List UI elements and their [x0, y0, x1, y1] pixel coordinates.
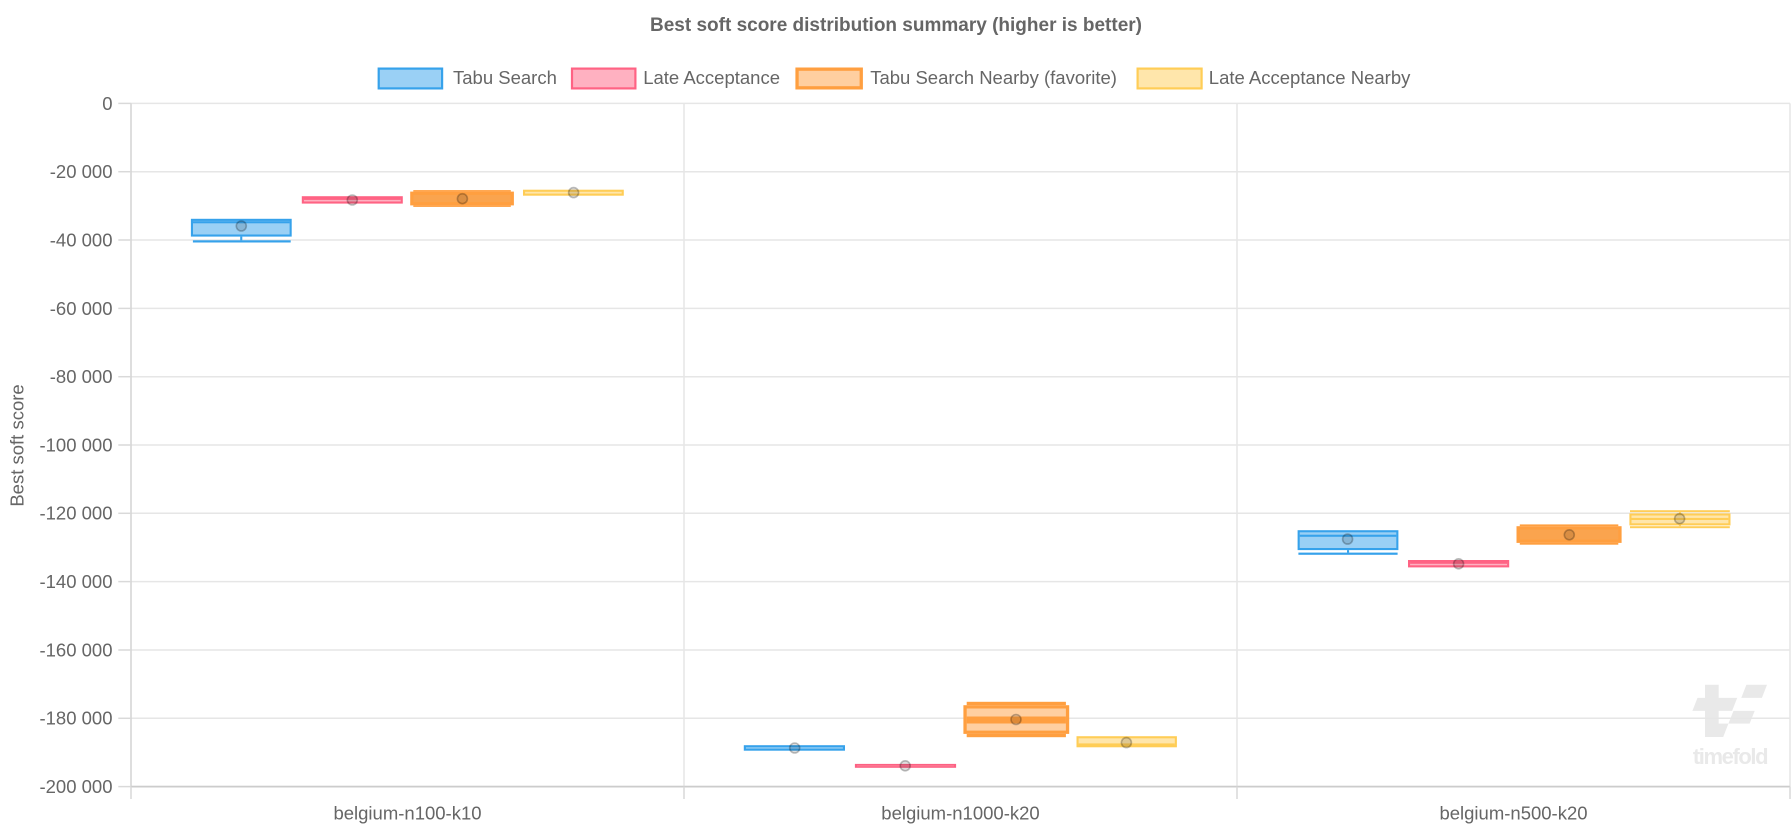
svg-text:-200 000: -200 000 — [39, 776, 112, 797]
svg-text:-80 000: -80 000 — [50, 366, 113, 387]
svg-text:-20 000: -20 000 — [50, 161, 113, 182]
svg-text:timefold: timefold — [1693, 744, 1767, 769]
svg-text:Late Acceptance: Late Acceptance — [643, 67, 780, 88]
svg-text:belgium-n1000-k20: belgium-n1000-k20 — [881, 803, 1039, 824]
svg-text:-160 000: -160 000 — [39, 639, 112, 660]
svg-text:-140 000: -140 000 — [39, 571, 112, 592]
svg-text:-100 000: -100 000 — [39, 434, 112, 455]
svg-text:Best soft score distribution s: Best soft score distribution summary (hi… — [650, 15, 1142, 36]
svg-text:-120 000: -120 000 — [39, 503, 112, 524]
svg-text:Tabu Search: Tabu Search — [453, 67, 557, 88]
svg-text:belgium-n100-k10: belgium-n100-k10 — [333, 803, 481, 824]
svg-text:-60 000: -60 000 — [50, 298, 113, 319]
svg-text:-180 000: -180 000 — [39, 708, 112, 729]
svg-text:Late Acceptance Nearby: Late Acceptance Nearby — [1209, 67, 1411, 88]
svg-text:Best soft score: Best soft score — [7, 384, 28, 506]
svg-text:Tabu Search Nearby (favorite): Tabu Search Nearby (favorite) — [870, 67, 1117, 88]
svg-text:belgium-n500-k20: belgium-n500-k20 — [1439, 803, 1587, 824]
svg-text:0: 0 — [102, 93, 112, 114]
svg-text:-40 000: -40 000 — [50, 229, 113, 250]
